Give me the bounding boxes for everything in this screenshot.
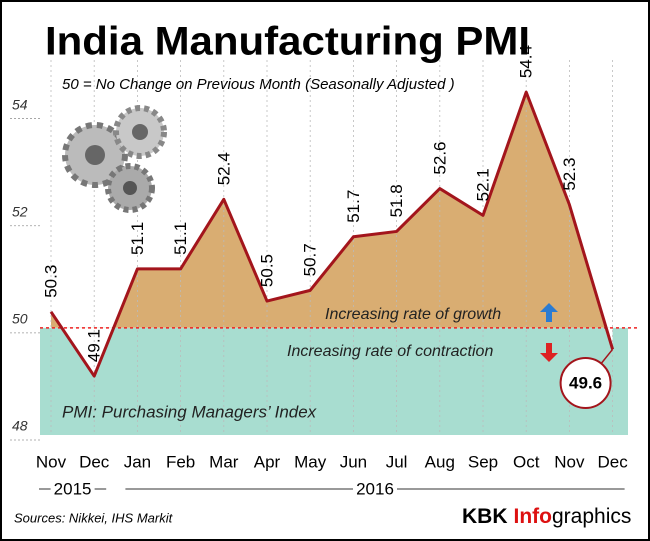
y-tick-label: 52 xyxy=(12,203,28,219)
pmi-line xyxy=(49,90,615,378)
brand: KBK Infographics xyxy=(462,505,631,528)
x-tick-label: Jul xyxy=(386,452,408,471)
value-label: 51.8 xyxy=(387,184,406,217)
plot-area: 48 50 52 54 50.3 49.1 51.1 51.1 52.4 50.5 50.7 51.7… xyxy=(10,45,638,498)
brand-prefix: KBK xyxy=(462,505,508,528)
x-tick-label: Sep xyxy=(468,452,498,471)
annotation: Increasing rate of contraction xyxy=(287,343,493,360)
x-tick-label: Aug xyxy=(425,452,455,471)
y-tick-label: 54 xyxy=(12,96,28,112)
contraction-band xyxy=(40,327,628,435)
value-label: 52.4 xyxy=(214,152,233,185)
x-tick-label: Oct xyxy=(513,452,540,471)
value-label: 50.3 xyxy=(41,265,60,298)
x-tick-label: Jun xyxy=(340,452,367,471)
value-label: 51.7 xyxy=(344,190,363,223)
value-label: 50.5 xyxy=(257,254,276,287)
x-tick-label: Nov xyxy=(36,452,67,471)
annotation: PMI: Purchasing Managers’ Index xyxy=(62,402,317,421)
chart-title: India Manufacturing PMI xyxy=(45,20,530,64)
brand-highlight: Info xyxy=(514,505,552,528)
leader xyxy=(601,348,614,364)
value-label: 52.6 xyxy=(430,141,449,174)
x-tick-label: Mar xyxy=(209,452,239,471)
x-tick-label: Nov xyxy=(554,452,585,471)
value-label: 49.1 xyxy=(85,329,104,362)
value-label: 51.1 xyxy=(128,222,147,255)
x-tick-label: Jan xyxy=(124,452,151,471)
x-tick-label: Apr xyxy=(254,452,281,471)
x-tick-label: Feb xyxy=(166,452,195,471)
x-tick-label: Dec xyxy=(79,452,110,471)
year-label: 2015 xyxy=(54,479,92,498)
up-arrow xyxy=(540,303,558,322)
gears xyxy=(62,105,167,213)
value-label: 49.6 xyxy=(569,373,602,392)
value-label: 50.7 xyxy=(301,243,320,276)
x-tick-label: Dec xyxy=(597,452,628,471)
down-arrow xyxy=(540,343,558,362)
y-tick-label: 48 xyxy=(12,418,28,434)
area xyxy=(51,92,613,328)
annotation: Increasing rate of growth xyxy=(325,306,501,323)
y-tick-label: 50 xyxy=(12,311,28,327)
year-label: 2016 xyxy=(356,479,394,498)
value-label: 52.1 xyxy=(473,168,492,201)
value-label: 51.1 xyxy=(171,222,190,255)
source: Sources: Nikkei, IHS Markit xyxy=(14,510,174,525)
chart-subtitle: 50 = No Change on Previous Month (Season… xyxy=(62,76,455,93)
brand-suffix: graphics xyxy=(552,505,631,528)
value-label: 52.3 xyxy=(560,158,579,191)
value-badge xyxy=(559,357,612,409)
value-label: 54.4 xyxy=(517,45,536,78)
x-tick-label: May xyxy=(294,452,327,471)
